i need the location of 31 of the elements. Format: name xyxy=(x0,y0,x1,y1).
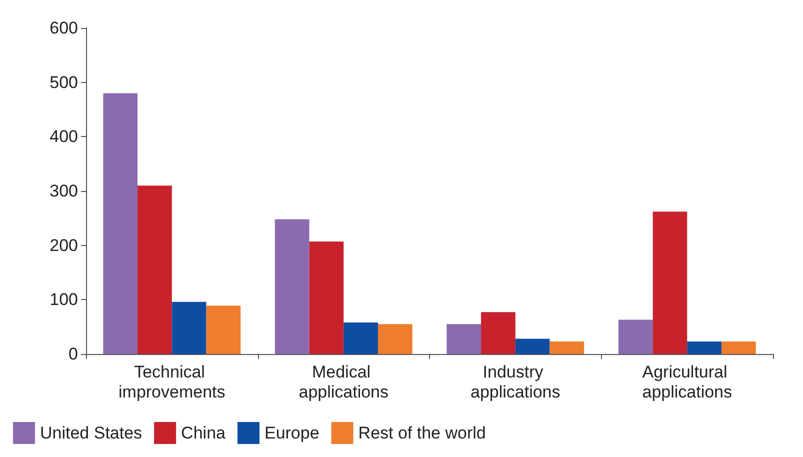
y-tick-label: 500 xyxy=(50,72,78,92)
legend-label: Rest of the world xyxy=(358,424,486,442)
y-tick-label: 100 xyxy=(50,290,78,310)
bar xyxy=(172,302,206,354)
bar xyxy=(378,324,412,354)
bar xyxy=(652,212,688,354)
legend-label: Europe xyxy=(264,424,320,442)
y-tick-label: 200 xyxy=(50,236,78,255)
legend-label: China xyxy=(181,424,226,442)
bar xyxy=(721,342,756,354)
bar xyxy=(515,338,550,354)
bar xyxy=(103,93,138,354)
bar xyxy=(618,320,653,354)
y-tick-label: 400 xyxy=(50,127,78,146)
x-tick-label: Medical applications xyxy=(298,362,389,402)
x-tick-label: Technical improvements xyxy=(118,362,226,402)
bar xyxy=(550,342,584,354)
bar xyxy=(309,242,344,354)
bar xyxy=(481,312,516,354)
bar xyxy=(344,322,378,354)
x-tick-label: Industry applications xyxy=(470,362,560,402)
legend-label: United States xyxy=(40,424,142,442)
y-tick-label: 0 xyxy=(68,344,78,364)
bar xyxy=(206,306,241,354)
x-tick-label: Agricultural applications xyxy=(642,362,732,402)
bar xyxy=(274,219,310,354)
bar xyxy=(138,186,172,354)
bar xyxy=(446,324,482,354)
bar xyxy=(687,342,722,354)
y-tick-label: 300 xyxy=(50,182,78,200)
y-tick-label: 600 xyxy=(50,18,78,38)
